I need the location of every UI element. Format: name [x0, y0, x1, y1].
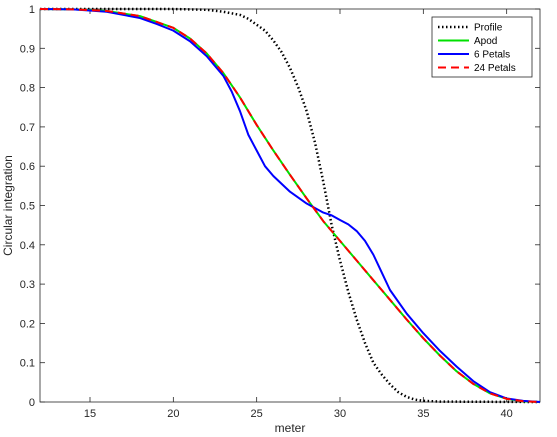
series-line-3 [39, 8, 541, 403]
y-tick-label: 0.8 [20, 83, 35, 95]
x-tick-label: 15 [84, 408, 96, 420]
x-tick-label: 30 [334, 408, 346, 420]
series-line-1 [40, 7, 541, 404]
y-tick-label: 0.6 [20, 161, 35, 173]
y-tick-label: 0.1 [20, 358, 35, 370]
legend-box [431, 16, 533, 78]
x-tick-label: 25 [251, 408, 263, 420]
y-tick-label: 0.3 [20, 279, 35, 291]
axis-ticks: 15 20 25 30 35 40 0 0.1 0.2 0.3 0.4 0.5 0.6 0.7 0.8 0.9… [20, 4, 540, 420]
y-tick-label: 0.7 [20, 122, 35, 134]
y-tick-label: 0.2 [20, 318, 35, 330]
legend-label: 6 Petals [474, 50, 510, 61]
y-tick-label: 0.5 [20, 201, 35, 213]
legend: Profile Apod 6 Petals 24 Petals [431, 16, 533, 78]
y-tick-label: 0.9 [20, 43, 35, 55]
legend-label: Profile [474, 23, 503, 34]
y-tick-label: 0.4 [20, 240, 35, 252]
x-axis-title: meter [275, 421, 306, 435]
x-tick-label: 40 [501, 408, 513, 420]
legend-label: Apod [474, 36, 497, 47]
y-axis-title: Circular integration [1, 155, 15, 256]
legend-label: 24 Petals [474, 63, 516, 74]
series-lines [39, 7, 541, 404]
y-tick-label: 0 [29, 397, 35, 409]
x-tick-label: 20 [167, 408, 179, 420]
x-tick-label: 35 [417, 408, 429, 420]
series-line-4 [39, 8, 541, 403]
y-tick-label: 1 [29, 4, 35, 16]
